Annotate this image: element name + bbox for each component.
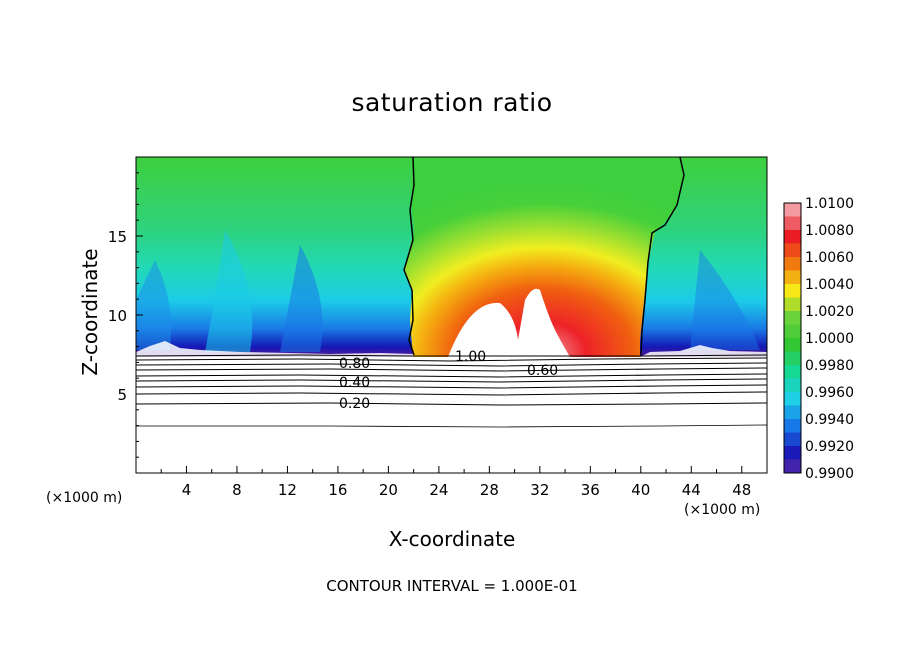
contour-line-1.00 <box>640 156 685 356</box>
x-tick-label: 24 <box>429 481 448 499</box>
contour-label: 0.20 <box>339 396 370 412</box>
colorbar-frame <box>783 202 802 474</box>
contour-label: 1.00 <box>455 349 486 365</box>
colorbar-label: 1.0100 <box>805 196 854 212</box>
field-dry-plume <box>280 245 323 352</box>
field-white-region <box>448 288 570 357</box>
colorbar-swatch <box>784 216 801 231</box>
contour-line-1.00 <box>403 156 415 356</box>
field-dry-plume <box>136 260 171 350</box>
x-unit-label-right: (×1000 m) <box>684 502 761 518</box>
colorbar-label: 0.9920 <box>805 439 854 455</box>
x-axis-label: X-coordinate <box>388 527 516 551</box>
colorbar-swatch <box>784 324 801 339</box>
colorbar-swatch <box>784 270 801 285</box>
colorbar-label: 0.9980 <box>805 358 854 374</box>
colorbar-swatch <box>784 432 801 447</box>
x-unit-label-left: (×1000 m) <box>46 490 123 506</box>
x-tick-label: 48 <box>732 481 751 499</box>
field-ground-edge <box>640 345 767 357</box>
colorbar-label: 0.9900 <box>805 466 854 482</box>
colorbar-swatch <box>784 459 801 474</box>
y-tick-label: 5 <box>117 386 127 404</box>
contour-label: 0.40 <box>339 375 370 391</box>
contour-label: 0.60 <box>527 363 558 379</box>
colorbar-swatch <box>784 243 801 258</box>
x-tick-label: 44 <box>682 481 701 499</box>
colorbar-label: 1.0020 <box>805 304 854 320</box>
colorbar-label: 1.0080 <box>805 223 854 239</box>
x-tick-label: 20 <box>379 481 398 499</box>
x-tick-label: 16 <box>328 481 347 499</box>
colorbar-swatch <box>784 297 801 312</box>
colorbar-swatch <box>784 405 801 420</box>
contour-interval-note: CONTOUR INTERVAL = 1.000E-01 <box>326 577 578 595</box>
colorbar-swatch <box>784 351 801 366</box>
x-tick-label: 40 <box>631 481 650 499</box>
y-tick-label: 10 <box>108 307 127 325</box>
x-tick-label: 8 <box>232 481 242 499</box>
field-ground-edge <box>136 341 413 357</box>
colorbar-label: 0.9940 <box>805 412 854 428</box>
field-dry-plume <box>205 230 253 352</box>
x-tick-label: 36 <box>581 481 600 499</box>
colorbar-label: 1.0000 <box>805 331 854 347</box>
colorbar: 1.0100 1.0080 1.0060 1.0040 1.0020 1.0000 0.99… <box>783 196 854 482</box>
x-tick-label: 4 <box>182 481 192 499</box>
contour-label: 0.80 <box>339 356 370 372</box>
y-tick-label: 15 <box>108 228 127 246</box>
colorbar-label: 1.0040 <box>805 277 854 293</box>
colorbar-swatch <box>784 378 801 393</box>
x-tick-label: 32 <box>530 481 549 499</box>
colorbar-label: 1.0060 <box>805 250 854 266</box>
x-tick-label: 28 <box>480 481 499 499</box>
colorbar-label: 0.9960 <box>805 385 854 401</box>
chart-title: saturation ratio <box>351 88 553 117</box>
field-supersaturated-region <box>404 157 683 357</box>
field-dry-plume <box>690 250 760 350</box>
x-tick-label: 12 <box>278 481 297 499</box>
stratified-contours <box>135 354 768 428</box>
